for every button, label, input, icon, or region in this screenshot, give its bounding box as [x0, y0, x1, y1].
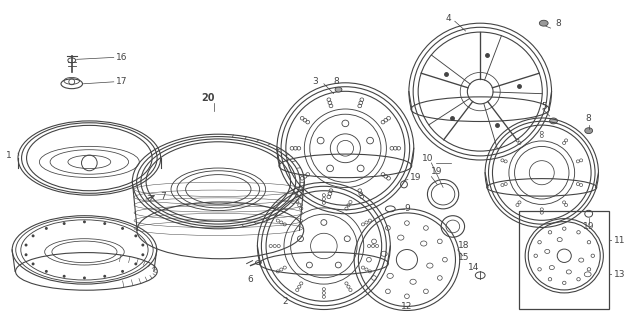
Circle shape	[24, 244, 28, 246]
Circle shape	[62, 222, 66, 225]
Text: 13: 13	[614, 270, 625, 279]
Circle shape	[141, 253, 144, 256]
Circle shape	[45, 270, 48, 273]
Circle shape	[62, 275, 66, 278]
Text: 12: 12	[401, 302, 412, 311]
Bar	[519, 211, 609, 308]
Circle shape	[134, 235, 138, 237]
Ellipse shape	[585, 128, 592, 134]
Text: 19: 19	[431, 167, 443, 176]
Text: 1: 1	[6, 151, 12, 160]
Circle shape	[45, 227, 48, 230]
Circle shape	[24, 253, 28, 256]
Text: 8: 8	[556, 19, 561, 28]
Text: 14: 14	[468, 263, 479, 272]
Text: 16: 16	[116, 53, 128, 62]
Text: 4: 4	[446, 14, 452, 23]
Circle shape	[32, 262, 34, 265]
Ellipse shape	[335, 87, 342, 92]
Text: 8: 8	[586, 115, 591, 124]
Text: 10: 10	[422, 154, 433, 163]
Circle shape	[103, 222, 106, 225]
Circle shape	[121, 227, 124, 230]
Text: 8: 8	[334, 77, 339, 86]
Text: 2: 2	[283, 297, 289, 306]
Text: 18: 18	[458, 242, 469, 251]
Circle shape	[103, 275, 106, 278]
Circle shape	[134, 262, 138, 265]
Text: 6: 6	[248, 275, 254, 284]
Ellipse shape	[549, 118, 558, 124]
Text: 15: 15	[458, 253, 469, 262]
Circle shape	[83, 276, 86, 279]
Text: 3: 3	[312, 77, 318, 86]
Text: 20: 20	[202, 93, 215, 103]
Text: 17: 17	[116, 77, 128, 86]
Text: 9: 9	[404, 204, 410, 213]
Circle shape	[32, 235, 34, 237]
Ellipse shape	[539, 20, 548, 26]
Text: 19: 19	[410, 173, 421, 182]
Circle shape	[121, 270, 124, 273]
Text: 7: 7	[161, 192, 166, 201]
Circle shape	[83, 220, 86, 223]
Text: 5: 5	[541, 102, 546, 111]
Circle shape	[141, 244, 144, 246]
Text: 19: 19	[583, 222, 594, 231]
Text: 11: 11	[614, 236, 625, 244]
